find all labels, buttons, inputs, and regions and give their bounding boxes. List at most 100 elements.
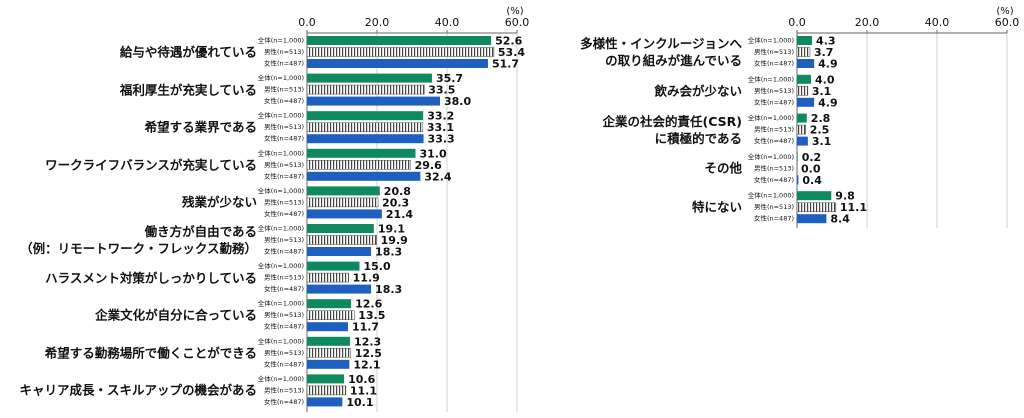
series-label: 男性(n=513) [264, 385, 304, 394]
value-label: 0.0 [801, 162, 821, 175]
series-label: 女性(n=487) [754, 59, 794, 68]
bar [307, 96, 440, 106]
bar [307, 111, 424, 121]
category-label: 残業が少ない [181, 194, 257, 210]
bar [306, 310, 355, 320]
bar [307, 336, 351, 346]
series-label: 全体(n=1,000) [258, 148, 304, 157]
series-label: 全体(n=1,000) [258, 36, 304, 45]
unit-label: (%) [996, 6, 1013, 17]
value-label: 10.6 [348, 373, 375, 386]
series-label: 全体(n=1,000) [258, 299, 304, 308]
value-label: 31.0 [420, 147, 447, 160]
series-label: 男性(n=513) [754, 86, 794, 95]
series-label: 女性(n=487) [754, 136, 794, 145]
value-label: 29.6 [415, 159, 442, 172]
value-label: 12.1 [353, 358, 380, 371]
series-label: 女性(n=487) [264, 96, 304, 105]
bar [307, 374, 345, 384]
x-tick-label: 0.0 [788, 16, 806, 29]
value-label: 3.7 [814, 46, 834, 59]
series-label: 全体(n=1,000) [258, 73, 304, 82]
value-label: 51.7 [492, 58, 519, 71]
x-tick-label: 60.0 [995, 16, 1020, 29]
bar [307, 209, 382, 219]
series-label: 女性(n=487) [264, 134, 304, 143]
category-label: ハラスメント対策がしっかりしている [45, 270, 257, 286]
bar [307, 224, 374, 233]
series-label: 男性(n=513) [754, 125, 794, 134]
bar [796, 86, 809, 96]
value-label: 12.3 [354, 335, 381, 348]
value-label: 4.9 [818, 58, 838, 71]
value-label: 33.3 [428, 133, 455, 146]
category-label: 希望する勤務場所で働くことができる [44, 345, 257, 361]
series-label: 男性(n=513) [754, 47, 794, 56]
value-label: 13.5 [358, 309, 385, 322]
series-label: 男性(n=513) [264, 197, 304, 206]
bar [306, 235, 377, 245]
value-label: 15.0 [364, 260, 391, 273]
bar [307, 73, 432, 83]
series-label: 男性(n=513) [754, 163, 794, 172]
value-label: 38.0 [444, 95, 471, 108]
bar [797, 175, 799, 185]
bar [797, 214, 827, 224]
bar [306, 385, 347, 396]
bar [307, 261, 360, 271]
value-label: 18.3 [375, 283, 402, 296]
category-label: 給与や待遇が優れている [119, 44, 257, 60]
bar [307, 359, 350, 369]
unit-label: (%) [506, 6, 523, 17]
bar [307, 322, 348, 332]
series-label: 女性(n=487) [754, 175, 794, 184]
category-label: キャリア成長・スキルアップの機会がある [19, 382, 257, 398]
x-tick-label: 20.0 [365, 16, 390, 29]
series-label: 男性(n=513) [264, 310, 304, 319]
category-label: 働き方が自由である （例：リモートワーク・フレックス勤務） [20, 224, 257, 256]
value-label: 3.1 [812, 85, 832, 98]
value-label: 11.1 [350, 384, 377, 397]
series-label: 全体(n=1,000) [258, 224, 304, 233]
bar [306, 197, 379, 208]
category-label: その他 [704, 160, 742, 176]
x-tick-label: 40.0 [435, 16, 460, 29]
bar [797, 136, 808, 146]
bar [797, 191, 832, 201]
bar [306, 47, 495, 57]
value-label: 35.7 [436, 72, 463, 85]
bar [797, 74, 811, 84]
value-label: 33.1 [427, 121, 454, 134]
value-label: 18.3 [375, 246, 402, 259]
series-label: 女性(n=487) [264, 397, 304, 406]
value-label: 2.5 [810, 124, 830, 137]
bar [307, 134, 424, 144]
x-tick-label: 20.0 [855, 16, 880, 29]
value-label: 19.9 [381, 234, 408, 247]
category-label: 多様性・インクルージョンへ の取り組みが進んでいる [580, 36, 742, 68]
value-label: 4.9 [818, 96, 838, 109]
value-label: 10.1 [346, 396, 373, 409]
series-label: 全体(n=1,000) [258, 336, 304, 345]
series-label: 女性(n=487) [264, 209, 304, 218]
value-label: 33.5 [428, 84, 455, 97]
bar [307, 148, 416, 158]
series-label: 男性(n=513) [264, 160, 304, 169]
bar [307, 284, 372, 294]
series-label: 男性(n=513) [754, 202, 794, 211]
bar [307, 247, 372, 256]
bar [307, 186, 380, 196]
category-label: 福利厚生が充実している [119, 82, 257, 98]
series-label: 男性(n=513) [264, 122, 304, 131]
bar [307, 397, 343, 407]
series-label: 女性(n=487) [754, 97, 794, 106]
series-label: 女性(n=487) [264, 59, 304, 68]
x-tick-label: 40.0 [925, 16, 950, 29]
bar [307, 59, 488, 68]
x-tick-label: 60.0 [505, 16, 530, 29]
value-label: 2.8 [811, 112, 831, 125]
bar [306, 122, 424, 132]
value-label: 0.4 [802, 174, 822, 187]
